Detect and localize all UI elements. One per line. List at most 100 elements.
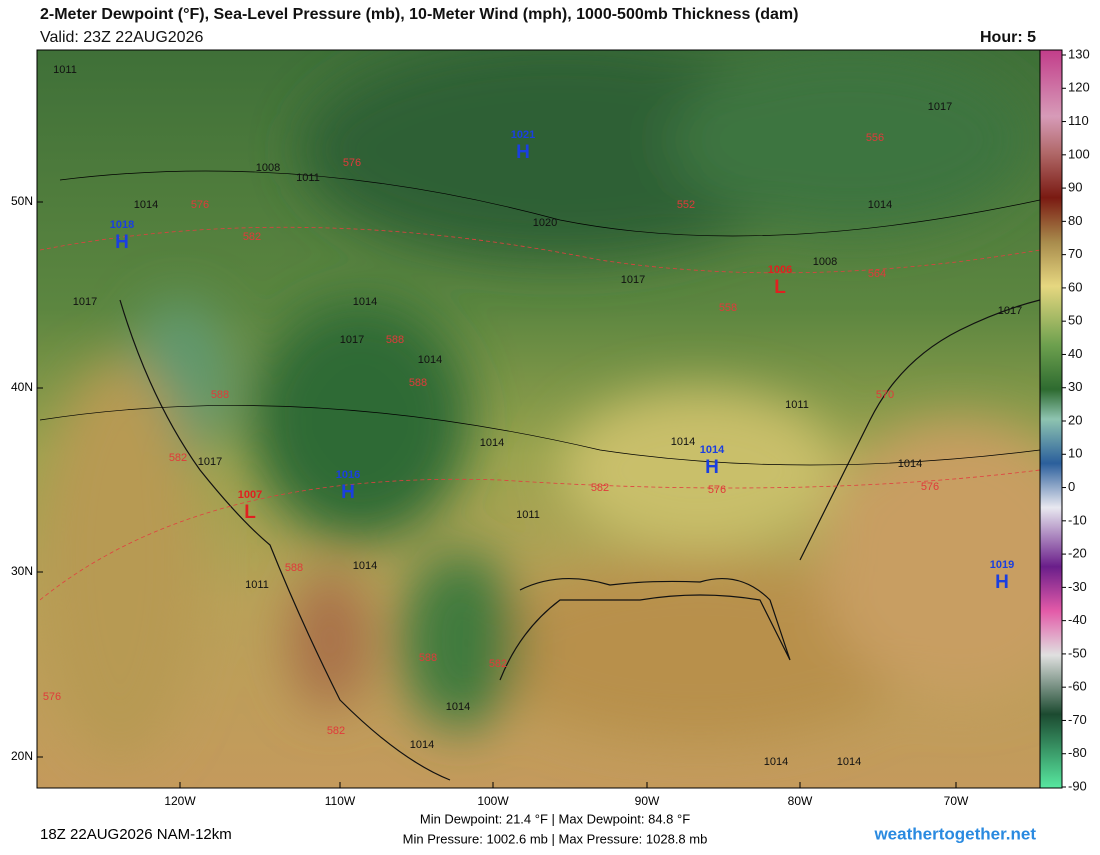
thickness-label: 576 xyxy=(43,691,61,703)
colorbar-label: 20 xyxy=(1068,412,1082,427)
colorbar-label: -70 xyxy=(1068,712,1087,727)
isobar-label: 1014 xyxy=(353,296,377,308)
colorbar-label: 130 xyxy=(1068,46,1090,61)
site-link[interactable]: weathertogether.net xyxy=(873,824,1036,843)
pressure-center-letter: L xyxy=(774,277,786,298)
latitude-label: 20N xyxy=(11,749,33,763)
colorbar-label: -40 xyxy=(1068,612,1087,627)
dewpoint-range: Min Dewpoint: 21.4 °F | Max Dewpoint: 84… xyxy=(420,811,690,826)
pressure-center-value: 1018 xyxy=(110,219,134,231)
pressure-center-value: 1019 xyxy=(990,559,1014,571)
colorbar-label: 90 xyxy=(1068,180,1082,195)
colorbar-label: 10 xyxy=(1068,446,1082,461)
map-field xyxy=(37,50,1040,788)
longitude-label: 110W xyxy=(325,794,356,808)
pressure-center-letter: H xyxy=(995,572,1009,593)
isobar-label: 1014 xyxy=(410,739,434,751)
thickness-label: 588 xyxy=(409,377,427,389)
thickness-label: 588 xyxy=(211,389,229,401)
colorbar-label: 110 xyxy=(1068,113,1089,128)
thickness-label: 588 xyxy=(419,652,437,664)
thickness-label: 576 xyxy=(921,481,939,493)
isobar-label: 1014 xyxy=(898,458,922,470)
colorbar-label: 100 xyxy=(1068,146,1090,161)
isobar-label: 1017 xyxy=(621,274,645,286)
thickness-label: 582 xyxy=(243,231,261,243)
thickness-label: 558 xyxy=(719,302,737,314)
longitude-label: 120W xyxy=(164,794,196,808)
valid-time: Valid: 23Z 22AUG2026 xyxy=(40,29,203,46)
pressure-center-letter: H xyxy=(516,142,530,163)
isobar-label: 1017 xyxy=(198,456,222,468)
colorbar-label: 120 xyxy=(1068,80,1090,95)
isobar-label: 1014 xyxy=(837,756,861,768)
pressure-center-value: 1016 xyxy=(336,469,360,481)
isobar-label: 1017 xyxy=(340,334,364,346)
colorbar-label: -20 xyxy=(1068,546,1087,561)
isobar-label: 1008 xyxy=(256,162,280,174)
colorbar-label: -80 xyxy=(1068,745,1087,760)
thickness-label: 582 xyxy=(169,452,187,464)
pressure-range: Min Pressure: 1002.6 mb | Max Pressure: … xyxy=(403,831,708,846)
isobar-label: 1014 xyxy=(134,199,158,211)
isobar-label: 1014 xyxy=(480,437,504,449)
pressure-center-letter: H xyxy=(115,232,129,253)
longitude-label: 90W xyxy=(635,794,660,808)
thickness-label: 588 xyxy=(285,562,303,574)
colorbar-label: -30 xyxy=(1068,579,1087,594)
isobar-label: 1011 xyxy=(785,399,809,411)
isobar-label: 1017 xyxy=(928,101,952,113)
thickness-label: 582 xyxy=(489,658,507,670)
colorbar-label: 60 xyxy=(1068,279,1082,294)
colorbar-label: 30 xyxy=(1068,379,1082,394)
latitude-label: 30N xyxy=(11,564,33,578)
longitude-label: 70W xyxy=(944,794,969,808)
pressure-center-letter: H xyxy=(341,482,355,503)
colorbar-label: 80 xyxy=(1068,213,1082,228)
thickness-label: 576 xyxy=(191,199,209,211)
thickness-label: 552 xyxy=(677,199,695,211)
isobar-label: 1011 xyxy=(516,509,540,521)
isobar-label: 1011 xyxy=(245,579,269,591)
isobar-label: 1014 xyxy=(446,701,470,713)
thickness-label: 570 xyxy=(876,389,894,401)
isobar-label: 1008 xyxy=(813,256,837,268)
isobar-label: 1017 xyxy=(73,296,97,308)
thickness-label: 556 xyxy=(866,132,884,144)
forecast-hour: Hour: 5 xyxy=(980,29,1036,46)
model-run: 18Z 22AUG2026 NAM-12km xyxy=(40,826,232,843)
isobar-label: 1017 xyxy=(998,305,1022,317)
colorbar-label: -10 xyxy=(1068,512,1087,527)
thickness-label: 582 xyxy=(591,482,609,494)
latitude-label: 40N xyxy=(11,380,33,394)
thickness-label: 588 xyxy=(386,334,404,346)
thickness-label: 576 xyxy=(343,157,361,169)
pressure-center-value: 1006 xyxy=(768,264,792,276)
pressure-center-letter: L xyxy=(244,502,256,523)
thickness-label: 582 xyxy=(327,725,345,737)
thickness-label: 564 xyxy=(868,268,886,280)
isobar-label: 1014 xyxy=(353,560,377,572)
latitude-label: 50N xyxy=(11,194,33,208)
pressure-center-value: 1007 xyxy=(238,489,262,501)
colorbar-label: 50 xyxy=(1068,313,1082,328)
colorbar-label: 40 xyxy=(1068,346,1082,361)
isobar-label: 1014 xyxy=(418,354,442,366)
colorbar-label: -90 xyxy=(1068,778,1087,793)
colorbar-label: 0 xyxy=(1068,479,1075,494)
pressure-center-letter: H xyxy=(705,457,719,478)
longitude-label: 100W xyxy=(477,794,509,808)
isobar-label: 1014 xyxy=(764,756,788,768)
longitude-label: 80W xyxy=(788,794,813,808)
pressure-center-value: 1021 xyxy=(511,129,535,141)
colorbar-label: 70 xyxy=(1068,246,1082,261)
isobar-label: 1011 xyxy=(296,172,320,184)
isobar-label: 1011 xyxy=(53,64,77,76)
isobar-label: 1014 xyxy=(868,199,892,211)
colorbar-label: -50 xyxy=(1068,645,1087,660)
pressure-center-value: 1014 xyxy=(700,444,725,456)
isobar-label: 1020 xyxy=(533,217,557,229)
thickness-label: 576 xyxy=(708,484,726,496)
map-title: 2-Meter Dewpoint (°F), Sea-Level Pressur… xyxy=(40,6,798,23)
